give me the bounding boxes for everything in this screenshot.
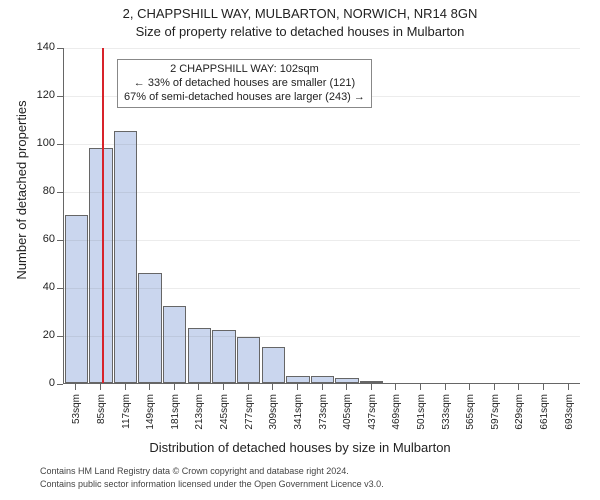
footer-line2: Contains public sector information licen… — [40, 479, 384, 491]
x-tick-label: 565sqm — [465, 394, 476, 444]
histogram-bar — [335, 378, 358, 383]
y-tick — [57, 144, 63, 145]
y-tick-label: 120 — [25, 89, 55, 101]
x-tick-label: 597sqm — [490, 394, 501, 444]
x-tick-label: 53sqm — [71, 394, 82, 444]
x-tick — [445, 384, 446, 390]
chart-container: 2, CHAPPSHILL WAY, MULBARTON, NORWICH, N… — [0, 0, 600, 500]
annotation-box: 2 CHAPPSHILL WAY: 102sqm← 33% of detache… — [117, 59, 372, 108]
histogram-bar — [114, 131, 137, 383]
x-tick — [223, 384, 224, 390]
x-tick-label: 693sqm — [564, 394, 575, 444]
y-tick — [57, 384, 63, 385]
x-tick-label: 501sqm — [416, 394, 427, 444]
y-tick — [57, 336, 63, 337]
y-tick — [57, 48, 63, 49]
x-tick-label: 469sqm — [391, 394, 402, 444]
x-tick-label: 117sqm — [121, 394, 132, 444]
x-tick — [198, 384, 199, 390]
chart-title-line1: 2, CHAPPSHILL WAY, MULBARTON, NORWICH, N… — [0, 6, 600, 21]
x-tick — [518, 384, 519, 390]
y-tick-label: 80 — [25, 185, 55, 197]
x-tick — [272, 384, 273, 390]
marker-line — [102, 48, 104, 383]
chart-title-line2: Size of property relative to detached ho… — [0, 24, 600, 39]
x-tick — [174, 384, 175, 390]
x-tick — [543, 384, 544, 390]
x-tick-label: 405sqm — [342, 394, 353, 444]
x-tick — [469, 384, 470, 390]
gridline — [64, 336, 580, 337]
x-tick-label: 341sqm — [293, 394, 304, 444]
histogram-bar — [311, 376, 334, 383]
x-tick — [125, 384, 126, 390]
plot-area: 2 CHAPPSHILL WAY: 102sqm← 33% of detache… — [63, 48, 580, 384]
x-tick — [149, 384, 150, 390]
histogram-bar — [237, 337, 260, 383]
gridline — [64, 192, 580, 193]
footer-line1: Contains HM Land Registry data © Crown c… — [40, 466, 349, 478]
x-tick — [322, 384, 323, 390]
gridline — [64, 288, 580, 289]
y-tick-label: 20 — [25, 329, 55, 341]
x-tick-label: 629sqm — [514, 394, 525, 444]
y-tick — [57, 288, 63, 289]
x-tick-label: 661sqm — [539, 394, 550, 444]
x-tick — [75, 384, 76, 390]
annotation-line: 67% of semi-detached houses are larger (… — [124, 91, 365, 105]
annotation-line: 2 CHAPPSHILL WAY: 102sqm — [124, 63, 365, 77]
x-tick — [248, 384, 249, 390]
histogram-bar — [212, 330, 235, 383]
x-tick — [100, 384, 101, 390]
x-tick-label: 373sqm — [318, 394, 329, 444]
x-tick — [568, 384, 569, 390]
x-axis-label: Distribution of detached houses by size … — [0, 440, 600, 455]
gridline — [64, 48, 580, 49]
x-tick-label: 309sqm — [268, 394, 279, 444]
x-tick-label: 149sqm — [145, 394, 156, 444]
x-tick — [297, 384, 298, 390]
x-tick-label: 245sqm — [219, 394, 230, 444]
x-tick — [346, 384, 347, 390]
histogram-bar — [138, 273, 161, 383]
x-tick-label: 85sqm — [96, 394, 107, 444]
y-tick-label: 40 — [25, 281, 55, 293]
x-tick-label: 533sqm — [441, 394, 452, 444]
gridline — [64, 144, 580, 145]
y-tick-label: 140 — [25, 41, 55, 53]
y-tick — [57, 96, 63, 97]
x-tick-label: 181sqm — [170, 394, 181, 444]
x-tick-label: 213sqm — [194, 394, 205, 444]
x-tick — [371, 384, 372, 390]
y-tick-label: 0 — [25, 377, 55, 389]
annotation-line: ← 33% of detached houses are smaller (12… — [124, 77, 365, 91]
y-tick-label: 60 — [25, 233, 55, 245]
y-tick — [57, 240, 63, 241]
histogram-bar — [286, 376, 309, 383]
x-tick — [395, 384, 396, 390]
y-tick — [57, 192, 63, 193]
x-tick-label: 277sqm — [244, 394, 255, 444]
x-tick — [420, 384, 421, 390]
gridline — [64, 240, 580, 241]
x-tick-label: 437sqm — [367, 394, 378, 444]
y-tick-label: 100 — [25, 137, 55, 149]
histogram-bar — [360, 381, 383, 383]
x-tick — [494, 384, 495, 390]
histogram-bar — [262, 347, 285, 383]
histogram-bar — [163, 306, 186, 383]
